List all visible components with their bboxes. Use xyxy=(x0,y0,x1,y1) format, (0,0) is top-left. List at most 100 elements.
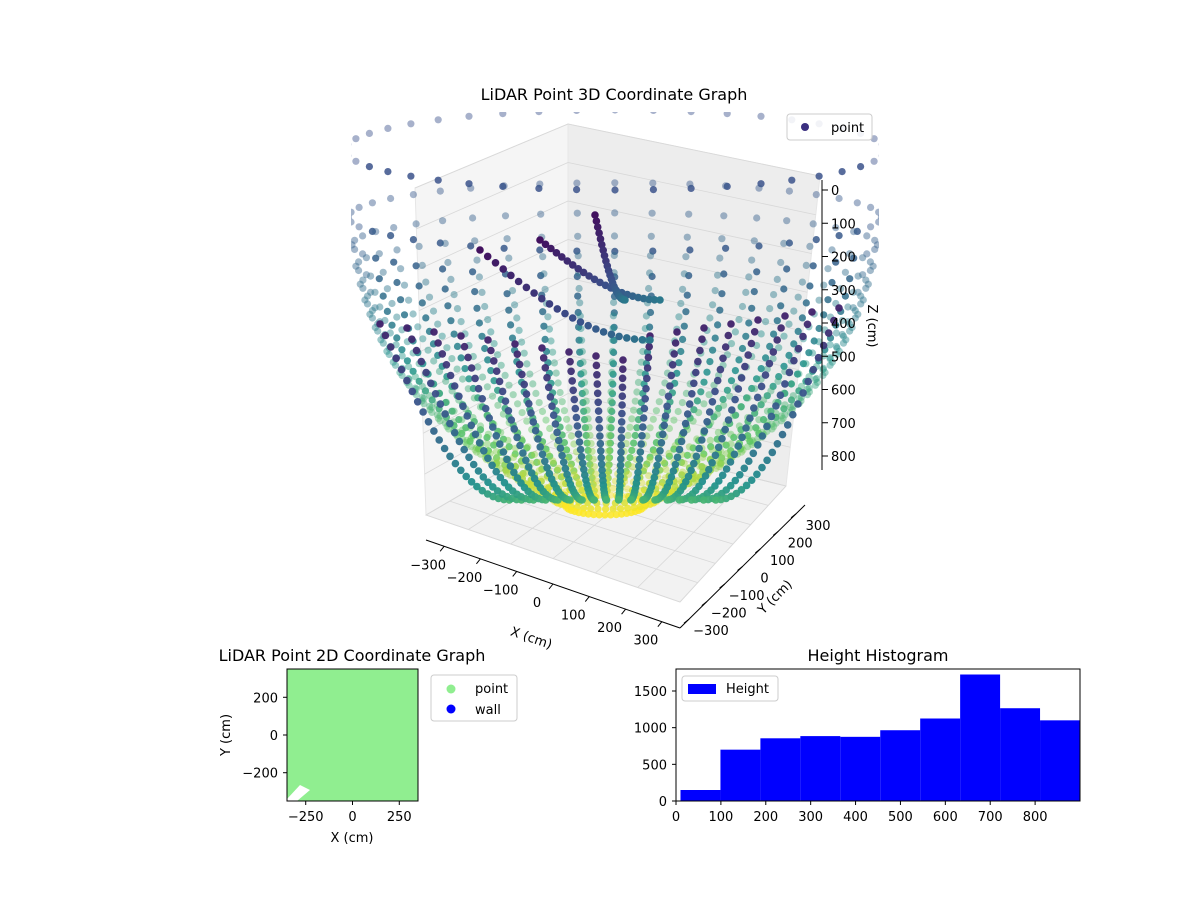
chart-3d-point xyxy=(761,371,770,379)
chart-3d-point xyxy=(434,320,442,328)
chart-3d-point xyxy=(650,112,657,114)
chart-3d-point xyxy=(570,467,578,475)
chart-3d-point xyxy=(738,302,747,311)
chart-3d-point xyxy=(624,504,632,512)
chart-3d-point xyxy=(677,437,686,446)
chart-3d-point xyxy=(584,321,592,330)
chart-3d-point xyxy=(503,455,511,464)
chart-3d-point xyxy=(524,443,532,451)
chart-3d-point xyxy=(531,426,540,435)
chart-3d-point xyxy=(687,184,695,192)
chart-3d-point xyxy=(576,348,584,356)
chart-3d-point xyxy=(838,330,846,339)
chart-3d-point xyxy=(658,388,666,397)
chart-3d-point xyxy=(709,301,717,309)
chart-3d-point xyxy=(422,278,430,286)
chart-3d-x-tick-label: −300 xyxy=(410,558,446,573)
chart-3d-point xyxy=(597,460,606,469)
chart-3d-point xyxy=(744,443,752,451)
chart-3d-gridline xyxy=(420,277,569,352)
chart-3d-point xyxy=(356,280,364,288)
chart-3d-point xyxy=(820,311,828,319)
chart-3d-point xyxy=(719,395,727,404)
chart-3d-point xyxy=(663,496,671,504)
chart-3d-point xyxy=(646,269,654,277)
chart-3d-point xyxy=(639,496,647,504)
chart-3d-point xyxy=(608,347,617,355)
chart-3d-point xyxy=(708,398,717,406)
chart-3d-point xyxy=(765,359,774,368)
chart-3d-y-tick-label: 300 xyxy=(806,519,831,534)
chart-3d-point xyxy=(390,258,398,266)
chart-3d-point xyxy=(671,460,680,469)
histogram-bar xyxy=(920,718,961,801)
chart-3d-point xyxy=(526,480,534,488)
chart-3d-point xyxy=(545,300,554,308)
chart-3d-point xyxy=(417,357,426,366)
chart-3d-point xyxy=(476,426,485,434)
chart-3d-point xyxy=(442,361,451,369)
histogram-x-tick-label: 700 xyxy=(978,810,1003,825)
chart-3d-point xyxy=(474,467,483,475)
chart-3d-point xyxy=(569,386,577,395)
chart-3d-point xyxy=(846,250,854,258)
chart-3d-point xyxy=(487,346,495,355)
chart-3d-point xyxy=(448,355,456,363)
chart-3d-point xyxy=(709,346,717,354)
chart-3d-point xyxy=(451,459,460,468)
chart-3d-point xyxy=(762,318,770,326)
chart-3d-point xyxy=(490,340,498,348)
chart-3d-point xyxy=(511,340,519,348)
chart-3d-point xyxy=(754,441,762,449)
chart-3d-point xyxy=(552,369,560,377)
histogram-bar xyxy=(680,790,721,801)
chart-3d-point xyxy=(842,336,850,344)
chart-3d-point xyxy=(610,348,618,357)
chart-3d-point xyxy=(673,477,682,485)
chart-3d-point xyxy=(487,367,495,375)
chart-3d-point xyxy=(523,360,531,368)
chart-3d-point xyxy=(682,308,690,316)
chart-3d-point xyxy=(503,235,511,243)
chart-3d-point xyxy=(608,358,616,366)
chart-3d-point xyxy=(753,214,761,222)
chart-3d-point xyxy=(700,378,708,386)
chart-3d-point xyxy=(748,256,756,264)
chart-3d-point xyxy=(464,385,472,393)
chart-3d-point xyxy=(795,394,803,402)
chart-3d-point xyxy=(715,459,724,467)
chart-3d-point xyxy=(411,373,419,381)
chart-3d-point xyxy=(781,380,789,388)
chart-3d-point xyxy=(539,308,547,316)
chart-3d-point xyxy=(583,439,591,447)
chart-3d-point xyxy=(642,312,651,320)
chart-3d-point xyxy=(721,425,729,434)
chart-3d-point xyxy=(368,307,376,315)
chart-3d-point xyxy=(617,441,625,450)
chart-3d-point xyxy=(711,387,719,396)
chart-3d-point xyxy=(509,453,518,461)
chart-3d-point xyxy=(475,319,483,327)
chart-3d-point xyxy=(806,242,814,250)
chart-3d-point xyxy=(518,370,526,379)
histogram-y-tick-label: 1500 xyxy=(634,685,667,700)
chart-3d-point xyxy=(566,357,574,366)
chart-3d-x-label: X (cm) xyxy=(508,625,554,653)
chart-3d-point xyxy=(419,408,427,416)
chart-3d-point xyxy=(536,180,544,188)
chart-3d-point xyxy=(631,431,639,440)
chart-3d-point xyxy=(522,456,530,465)
chart-3d-point xyxy=(520,380,528,389)
chart-3d-x-tick xyxy=(548,583,554,590)
chart-3d-point xyxy=(833,344,841,352)
chart-3d-point xyxy=(857,163,865,171)
chart-3d-point xyxy=(776,391,785,400)
chart-3d-point xyxy=(593,380,602,388)
chart-3d-point xyxy=(854,272,862,280)
chart-3d-point xyxy=(785,351,793,359)
chart-3d-point xyxy=(624,431,632,440)
chart-3d-point xyxy=(606,439,615,447)
chart-3d-point xyxy=(780,405,788,413)
chart-2d-legend-point-marker xyxy=(446,684,456,694)
chart-3d-point xyxy=(715,404,723,412)
